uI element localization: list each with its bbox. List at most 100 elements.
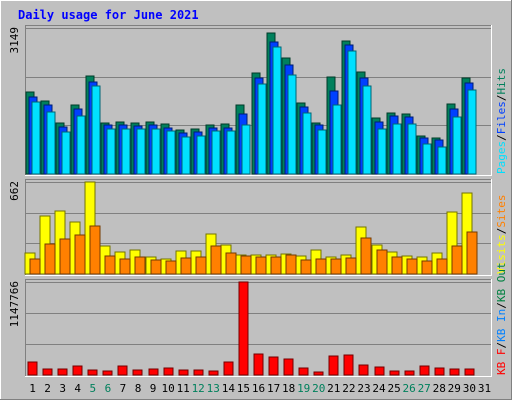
day-label-22: 22: [342, 382, 355, 395]
bar-pages-day-2: [46, 111, 56, 175]
bar-sites-day-13: [210, 245, 222, 275]
bar-kb-f-day-18: [283, 358, 294, 376]
bar-pages-day-10: [166, 130, 176, 175]
bar-pages-day-11: [181, 136, 191, 175]
bar-kb-f-day-3: [57, 368, 68, 376]
bar-pages-day-28: [437, 146, 447, 175]
day-label-23: 23: [357, 382, 370, 395]
bar-sites-day-22: [345, 257, 357, 275]
panel-visits: 662 Visits/Sites: [8, 179, 508, 276]
day-label-13: 13: [207, 382, 220, 395]
legend-entry: /: [495, 95, 508, 102]
day-label-27: 27: [418, 382, 431, 395]
bar-sites-day-11: [180, 257, 192, 275]
legend-entry: Hits: [495, 68, 508, 95]
panel-kbytes-ymax-label: 1147766: [8, 281, 21, 327]
bar-pages-day-23: [362, 85, 372, 175]
legend-entry: Visits: [495, 234, 508, 274]
day-label-7: 7: [120, 382, 127, 395]
day-label-26: 26: [402, 382, 415, 395]
bar-sites-day-25: [391, 256, 403, 275]
bar-sites-day-4: [74, 234, 86, 275]
bar-sites-day-21: [330, 258, 342, 275]
legend-entry: KB F: [495, 349, 508, 376]
bar-pages-day-7: [121, 128, 131, 175]
bar-pages-day-9: [151, 128, 161, 175]
bar-kb-f-day-5: [87, 369, 98, 376]
bar-pages-day-24: [377, 128, 387, 175]
bar-kb-f-day-22: [343, 354, 354, 376]
legend-entry: Pages: [495, 141, 508, 174]
bar-kb-f-day-29: [449, 368, 460, 376]
bar-kb-f-day-15: [238, 281, 249, 376]
bar-kb-f-day-30: [464, 368, 475, 376]
bar-pages-day-25: [392, 123, 402, 175]
bar-sites-day-18: [285, 254, 297, 275]
bar-kb-f-day-14: [223, 361, 234, 376]
bar-kb-f-day-21: [328, 355, 339, 376]
bar-sites-day-28: [436, 258, 448, 275]
bar-pages-day-17: [272, 46, 282, 175]
day-label-2: 2: [44, 382, 51, 395]
day-label-16: 16: [252, 382, 265, 395]
bar-kb-f-day-2: [42, 368, 53, 376]
bar-sites-day-30: [466, 231, 478, 275]
bar-kb-f-day-9: [148, 368, 159, 376]
bar-sites-day-10: [165, 260, 177, 275]
bar-kb-f-day-12: [193, 369, 204, 376]
panel-hits-ymax-label: 3149: [8, 27, 21, 54]
day-label-28: 28: [433, 382, 446, 395]
bar-kb-f-day-8: [132, 369, 143, 376]
bar-sites-day-3: [59, 238, 71, 275]
day-label-5: 5: [89, 382, 96, 395]
bar-kb-f-day-28: [434, 367, 445, 376]
legend-entry: /: [495, 134, 508, 141]
day-label-9: 9: [150, 382, 157, 395]
bar-pages-day-26: [407, 123, 417, 175]
bar-kb-f-day-13: [208, 370, 219, 376]
day-label-18: 18: [282, 382, 295, 395]
bar-pages-day-6: [106, 128, 116, 175]
day-label-10: 10: [161, 382, 174, 395]
day-label-6: 6: [105, 382, 112, 395]
day-label-11: 11: [177, 382, 190, 395]
bar-pages-day-18: [287, 74, 297, 175]
bar-kb-f-day-26: [404, 370, 415, 376]
bar-sites-day-26: [406, 258, 418, 275]
bar-sites-day-8: [134, 256, 146, 275]
day-label-24: 24: [372, 382, 386, 395]
legend-entry: /: [495, 302, 508, 309]
bar-sites-day-20: [315, 258, 327, 275]
bar-kb-f-day-24: [374, 366, 385, 376]
bar-kb-f-day-10: [163, 367, 174, 376]
bar-sites-day-23: [360, 237, 372, 275]
bar-kb-f-day-23: [358, 364, 369, 376]
day-label-3: 3: [59, 382, 66, 395]
bar-kb-f-day-19: [298, 367, 309, 376]
day-label-25: 25: [387, 382, 400, 395]
bar-pages-day-13: [211, 130, 221, 175]
bar-kb-f-day-4: [72, 365, 83, 376]
bar-kb-f-day-27: [419, 365, 430, 376]
bar-sites-day-7: [119, 258, 131, 275]
bar-kb-f-day-17: [268, 356, 279, 376]
bar-sites-day-1: [29, 258, 41, 275]
bar-kb-f-day-20: [313, 371, 324, 376]
panel-visits-ymax-label: 662: [8, 181, 21, 201]
bar-kb-f-day-6: [102, 370, 113, 376]
bar-pages-day-1: [31, 101, 41, 175]
bar-sites-day-19: [300, 259, 312, 275]
bar-kb-f-day-16: [253, 353, 264, 376]
panels: 3149Pages/Files/Hits662Visits/Sites11477…: [8, 25, 508, 377]
day-label-8: 8: [135, 382, 142, 395]
bar-pages-day-8: [136, 128, 146, 175]
bar-pages-day-27: [422, 143, 432, 175]
bar-sites-day-5: [89, 225, 101, 275]
bar-pages-day-20: [317, 129, 327, 175]
bar-kb-f-day-7: [117, 365, 128, 376]
bar-sites-day-27: [421, 260, 433, 275]
day-label-1: 1: [29, 382, 36, 395]
bar-pages-day-19: [302, 112, 312, 175]
